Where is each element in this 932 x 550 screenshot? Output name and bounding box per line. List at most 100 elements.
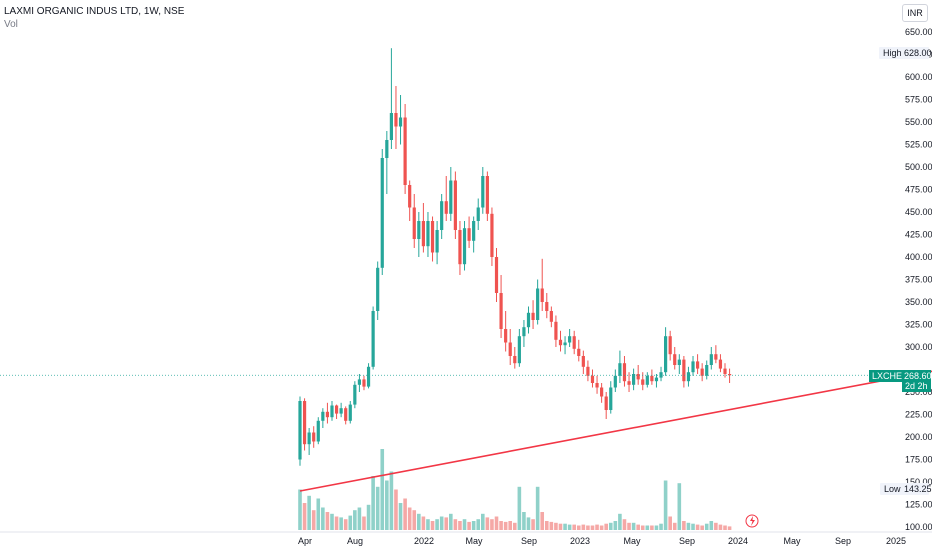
candle-body <box>641 379 645 385</box>
volume-bar <box>302 503 307 530</box>
price-tick-label: 575.00 <box>905 95 932 105</box>
candle-body <box>645 375 649 385</box>
volume-bar <box>723 525 727 530</box>
time-tick-label: Aug <box>347 536 363 546</box>
candle-body <box>389 113 393 140</box>
volume-bar <box>604 523 608 530</box>
volume-bar <box>298 489 302 530</box>
time-axis[interactable]: Apr Aug 2022 May Sep 2023 May Sep 2024 May Sep 2025 <box>298 536 906 546</box>
volume-bar <box>663 480 668 530</box>
candle-body <box>499 293 503 329</box>
candle-body <box>545 302 549 311</box>
candle-body <box>398 117 403 127</box>
volume-bar <box>375 486 380 530</box>
candle-body <box>485 176 489 214</box>
volume-bar <box>499 521 503 530</box>
time-tick-label: May <box>465 536 483 546</box>
candle-body <box>727 374 732 376</box>
candle-body <box>408 185 412 208</box>
volume-bar <box>581 524 586 530</box>
volume-bar <box>640 525 645 530</box>
candles <box>298 48 732 466</box>
price-tick-label: 550.00 <box>905 117 932 127</box>
symbol-title: LAXMI ORGANIC INDUS LTD, 1W, NSE <box>4 6 185 17</box>
candle-body <box>472 221 476 241</box>
volume-bar <box>444 517 449 530</box>
volume-bar <box>467 521 471 530</box>
candle-body <box>590 375 595 383</box>
time-tick-label: 2025 <box>886 536 906 546</box>
candle-body <box>385 140 389 158</box>
time-tick-label: Sep <box>521 536 537 546</box>
candle-body <box>330 405 334 418</box>
price-tick-label: 150.00 <box>905 477 932 487</box>
volume-bar <box>426 519 430 530</box>
volume-bar <box>595 524 599 530</box>
currency-button[interactable]: INR <box>902 4 928 22</box>
volume-bar <box>503 521 508 530</box>
volume-bar <box>590 525 595 530</box>
price-axis[interactable]: 100.00125.00150.00175.00200.00225.00250.… <box>905 27 932 532</box>
time-tick-label: 2023 <box>570 536 590 546</box>
volume-bars <box>298 449 732 530</box>
candle-body <box>440 201 444 230</box>
candle-body <box>353 384 357 405</box>
price-tick-label: 500.00 <box>905 162 932 172</box>
volume-bar <box>394 489 398 530</box>
volume-bar <box>316 498 321 530</box>
price-tick-label: 400.00 <box>905 252 932 262</box>
price-tick-label: 325.00 <box>905 320 932 330</box>
price-tick-label: 600.00 <box>905 72 932 82</box>
candle-body <box>636 374 640 380</box>
volume-bar <box>453 519 458 530</box>
high-marker-value: 628.00 <box>904 48 932 58</box>
candle-body <box>298 401 302 460</box>
candle-body <box>394 113 398 127</box>
time-tick-label: May <box>783 536 801 546</box>
volume-bar <box>645 525 650 530</box>
volume-bar <box>385 480 389 530</box>
volume-bar <box>576 525 581 530</box>
volume-bar <box>458 521 462 530</box>
volume-bar <box>554 522 558 530</box>
volume-bar <box>490 519 494 530</box>
candle-body <box>709 354 713 365</box>
candle-body <box>417 221 421 239</box>
candle-body <box>508 342 512 356</box>
volume-bar <box>558 523 563 530</box>
candle-body <box>362 379 366 387</box>
candle-body <box>700 368 704 376</box>
candle-body <box>307 432 311 445</box>
volume-bar <box>586 525 590 530</box>
candle-body <box>723 368 727 374</box>
candle-body <box>558 339 563 346</box>
price-tick-label: 225.00 <box>905 410 932 420</box>
lightning-icon[interactable] <box>745 514 759 528</box>
volume-bar <box>727 526 732 530</box>
volume-bar <box>517 486 522 530</box>
last-price-value: 268.60 <box>904 371 932 381</box>
candle-body <box>664 336 668 373</box>
volume-bar <box>403 498 407 530</box>
volume-bar <box>334 516 339 530</box>
candle-body <box>430 221 435 253</box>
volume-bar <box>481 513 485 530</box>
candle-body <box>426 221 430 247</box>
candle-body <box>677 359 681 365</box>
low-marker-label: Low <box>884 484 901 494</box>
volume-bar <box>430 521 435 530</box>
volume-indicator-label[interactable]: Vol <box>4 19 18 30</box>
price-tick-label: 425.00 <box>905 230 932 240</box>
price-tick-label: 475.00 <box>905 185 932 195</box>
candle-body <box>714 354 718 360</box>
candle-body <box>494 257 499 293</box>
candle-body <box>581 356 585 367</box>
candle-body <box>568 336 572 343</box>
volume-bar <box>695 524 700 530</box>
volume-bar <box>535 486 540 530</box>
volume-bar <box>398 503 403 530</box>
candle-body <box>348 404 352 421</box>
candle-body <box>490 213 494 257</box>
candle-body <box>325 411 330 418</box>
